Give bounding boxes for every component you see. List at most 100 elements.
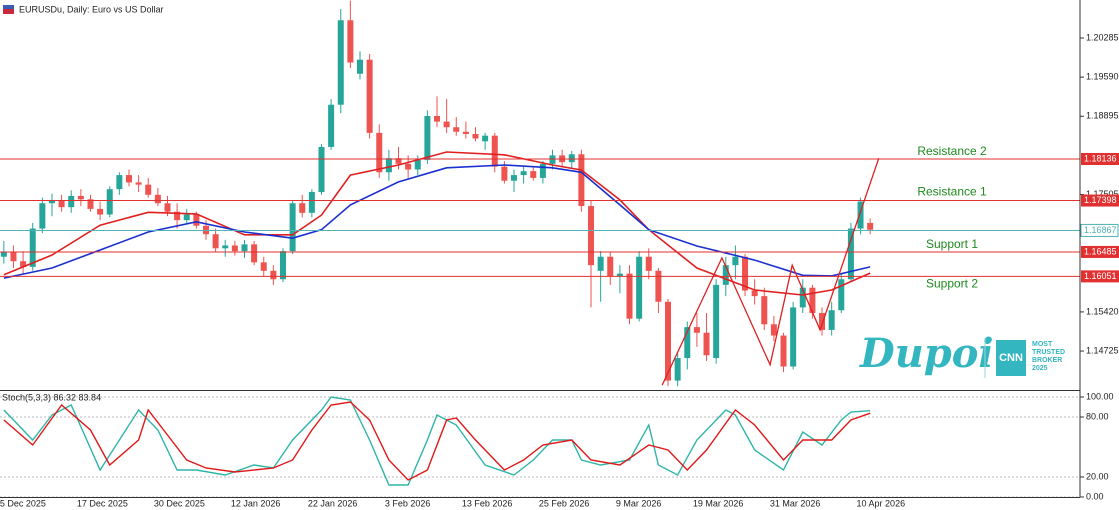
candle-body (106, 189, 113, 215)
candle-body (501, 166, 508, 181)
candle-body (568, 154, 575, 163)
candle-body (539, 163, 546, 178)
level-label: Support 1 (926, 237, 978, 251)
badge-tagline: TRUSTED (1032, 349, 1065, 356)
price-tag-label: 1.17398 (1084, 195, 1117, 205)
candle-body (231, 245, 238, 252)
candle-body (366, 59, 373, 133)
y-tick-label: 1.18895 (1086, 111, 1119, 121)
candle-body (289, 203, 296, 252)
price-tag-label: 1.16051 (1084, 271, 1117, 281)
x-tick-label: 3 Feb 2026 (385, 498, 431, 508)
price-tag (1081, 152, 1119, 165)
main-pane (0, 0, 1080, 387)
candle-body (665, 301, 672, 381)
candle-body (241, 244, 248, 252)
candle-body (770, 324, 777, 336)
candle-body (376, 132, 383, 173)
candle-body (270, 270, 277, 280)
candle-body (183, 214, 190, 221)
candle-body (58, 200, 65, 208)
candle-body (48, 200, 55, 204)
candle-body (434, 115, 441, 122)
x-tick-label: 30 Dec 2025 (154, 498, 205, 508)
candle-body (588, 206, 595, 266)
symbol-flag (3, 9, 14, 14)
y-tick-label: 100.00 (1086, 391, 1114, 401)
candle-body (530, 171, 537, 178)
candle-body (828, 310, 835, 330)
candle-body (693, 327, 700, 333)
candle-body (462, 131, 469, 134)
candle-body (722, 265, 729, 285)
y-tick-label: 1.17505 (1086, 189, 1119, 199)
candle-body (491, 135, 498, 167)
candle-body (97, 208, 104, 215)
price-tag (1081, 194, 1119, 207)
price-tag (1080, 223, 1119, 237)
candle-body (29, 228, 36, 267)
x-tick-label: 31 Mar 2026 (770, 498, 821, 508)
x-tick-label: 17 Dec 2025 (77, 498, 128, 508)
badge-box (996, 340, 1026, 376)
candle-body (511, 175, 518, 181)
candle-body (318, 146, 325, 192)
y-tick-label: 1.19590 (1086, 72, 1119, 82)
price-tag-label: 1.16485 (1084, 246, 1117, 256)
candle-body (39, 203, 46, 229)
candle-body (405, 163, 412, 170)
level-label: Resistance 2 (917, 144, 987, 158)
chart-title: EURUSDu, Daily: Euro vs US Dollar (19, 4, 164, 14)
overlay: 1.20285 1.19590 1.18895 1.17505 1.15420 1.147… (0, 32, 1119, 508)
level-label: Resistance 1 (917, 185, 987, 199)
candle-body (145, 184, 152, 195)
candle-body (174, 211, 181, 221)
candle-body (414, 159, 421, 170)
candle-body (347, 20, 354, 63)
candle-body (867, 222, 874, 230)
candle-body (732, 256, 739, 266)
candle-body (742, 256, 749, 291)
y-tick-label: 1.15420 (1086, 306, 1119, 316)
x-tick-label: 13 Feb 2026 (462, 498, 513, 508)
candle-body (655, 270, 662, 302)
candle-body (684, 327, 691, 359)
candle-body (626, 273, 633, 319)
brand-logo: Dupoin (859, 330, 1023, 377)
line (661, 157, 880, 386)
candle-body (395, 158, 402, 164)
y-tick-label: 80.00 (1086, 411, 1109, 421)
candle-body (260, 262, 267, 271)
candle-body (251, 244, 258, 263)
indicator-title: Stoch(5,3,3) 86.32 83.84 (2, 392, 101, 402)
candle-body (809, 287, 816, 314)
x-tick-label: 19 Mar 2026 (693, 498, 744, 508)
candle-body (279, 251, 286, 280)
y-tick-label: 0.00 (1086, 491, 1104, 501)
candle-body (799, 287, 806, 308)
candle-body (0, 252, 7, 257)
candle-body (703, 332, 710, 356)
candle-body (87, 199, 94, 209)
candle-body (328, 104, 335, 147)
candle-body (616, 273, 623, 277)
candle-body (212, 234, 219, 249)
candle-body (674, 358, 681, 381)
badge-text: CNN (999, 352, 1023, 364)
candle-body (472, 133, 479, 139)
line (3, 164, 871, 279)
candle-body (299, 203, 306, 213)
candle-body (453, 127, 460, 132)
price-tag-label: 1.18136 (1084, 153, 1117, 163)
candle-body (578, 154, 585, 207)
candle-body (790, 307, 797, 367)
candle-body (761, 296, 768, 325)
candle-body (337, 20, 344, 105)
y-tick-label: 1.20285 (1086, 32, 1119, 42)
y-tick-label: 1.14725 (1086, 345, 1119, 355)
candle-body (838, 279, 845, 311)
candle-body (847, 228, 854, 280)
price-tag (1081, 270, 1119, 283)
